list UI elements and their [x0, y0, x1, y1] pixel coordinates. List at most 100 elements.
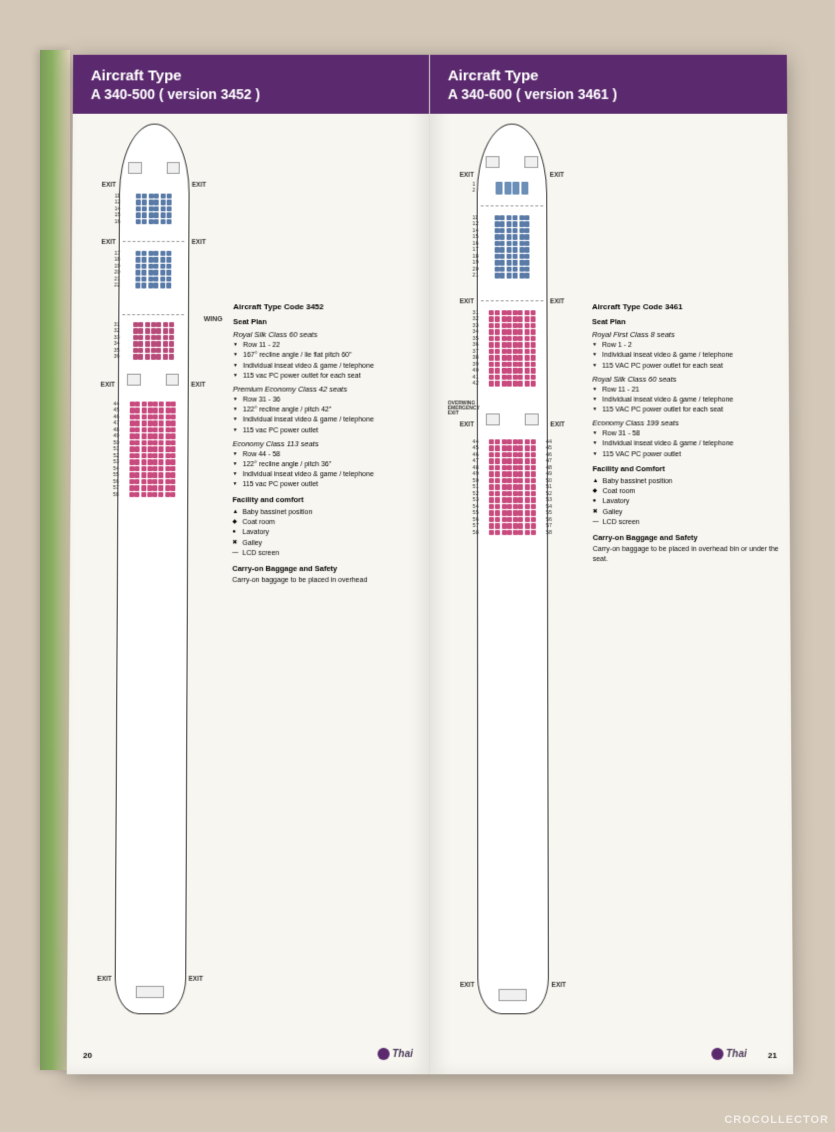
class-item: Individual inseat video & game / telepho… — [592, 395, 781, 405]
class-item: Individual inseat video & game / telepho… — [592, 440, 781, 450]
legend-bassinet: Baby bassinet position — [232, 508, 421, 518]
page-number: 21 — [768, 1051, 777, 1060]
divider — [481, 300, 543, 301]
divider — [122, 314, 184, 315]
class-item: Row 31 - 36 — [233, 395, 421, 405]
class-item: 167° recline angle / lie flat pitch 60" — [233, 351, 421, 361]
book-spread: Aircraft Type A 340-500 ( version 3452 )… — [67, 55, 793, 1074]
class-item: Individual inseat video & game / telepho… — [233, 416, 421, 426]
class-item: Individual inseat video & game / telepho… — [233, 362, 421, 372]
watermark: CROCOLLECTOR — [724, 1114, 829, 1126]
header-model: A 340-600 ( version 3461 ) — [448, 86, 769, 102]
aircraft-diagram-left: EXIT EXIT document.write(Array(5).fill(0… — [75, 123, 228, 1033]
thai-logo: Thai — [378, 1048, 413, 1060]
class-item: 122° recline angle / pitch 42" — [233, 406, 421, 416]
exit-label: EXIT — [551, 982, 566, 989]
galley-icon — [525, 413, 539, 425]
seat-block-first: document.write(Array(2).fill(0).map((_,i… — [484, 181, 539, 193]
class-name: Royal Silk Class 60 seats — [233, 330, 421, 340]
seat-plan-label: Seat Plan — [233, 317, 421, 327]
seat-block-silk: document.write(Array(10).fill(0).map((_,… — [484, 215, 539, 279]
class-item: 115 VAC PC power outlet — [592, 450, 781, 460]
overwing-label: OVERWING EMERGENCY EXIT — [448, 401, 476, 416]
seat-block-econ-lower: document.write(Array(15).fill(0).map((_,… — [484, 439, 540, 536]
legend-coat: Coat room — [232, 518, 421, 528]
exit-label: EXIT — [101, 239, 115, 246]
class-item: 115 vac PC power outlet for each seat — [233, 372, 421, 382]
page-number: 20 — [83, 1051, 92, 1060]
class-item: 115 VAC PC power outlet for each seat — [592, 406, 781, 416]
galley-icon — [499, 989, 527, 1001]
carry-text: Carry-on baggage to be placed in overhea… — [232, 576, 421, 586]
class-name: Royal Silk Class 60 seats — [592, 374, 781, 384]
info-column-left: Aircraft Type Code 3452 Seat Plan Royal … — [231, 123, 421, 1033]
class-name: Premium Economy Class 42 seats — [233, 385, 421, 395]
seat-plan-label: Seat Plan — [592, 317, 781, 327]
header-title: Aircraft Type — [448, 67, 769, 86]
galley-icon — [166, 162, 180, 174]
legend-lavatory: Lavatory — [232, 528, 421, 538]
legend-bassinet: Baby bassinet position — [592, 477, 781, 487]
seat-block-silk-upper: document.write(Array(5).fill(0).map((_,i… — [126, 193, 181, 225]
class-item: Row 11 - 21 — [592, 385, 781, 395]
wing-label: WING — [204, 316, 223, 323]
class-item: Row 11 - 22 — [233, 341, 421, 351]
facility-label: Facility and comfort — [232, 495, 421, 505]
exit-label: EXIT — [191, 381, 205, 388]
exit-label: EXIT — [102, 181, 116, 188]
divider — [481, 205, 543, 206]
carry-label: Carry-on Baggage and Safety — [232, 564, 421, 574]
class-item: Row 31 - 58 — [592, 429, 781, 439]
book-edge — [40, 50, 70, 1070]
galley-icon — [128, 162, 142, 174]
aircraft-diagram-right: EXIT EXIT document.write(Array(2).fill(0… — [438, 123, 588, 1033]
legend-coat: Coat room — [593, 487, 782, 497]
page-right: Aircraft Type A 340-600 ( version 3461 )… — [430, 55, 793, 1074]
legend-lavatory: Lavatory — [593, 498, 782, 508]
class-item: 115 vac PC power outlet — [233, 481, 422, 491]
exit-label: EXIT — [192, 181, 206, 188]
brand-text: Thai — [392, 1048, 413, 1059]
class-item: 122° recline angle / pitch 36" — [233, 460, 421, 470]
legend-galley: Galley — [232, 539, 421, 549]
exit-label: EXIT — [192, 239, 206, 246]
galley-icon — [165, 373, 179, 385]
header-bar-right: Aircraft Type A 340-600 ( version 3461 ) — [430, 55, 787, 113]
seat-block-silk-lower: document.write(Array(6).fill(0).map((_,i… — [126, 250, 181, 288]
seat-block-premium: document.write(Array(6).fill(0).map((_,i… — [126, 322, 181, 360]
carry-text: Carry-on baggage to be placed in overhea… — [593, 545, 782, 565]
class-name: Economy Class 199 seats — [592, 418, 781, 428]
exit-label: EXIT — [188, 976, 203, 983]
exit-label: EXIT — [97, 976, 112, 983]
type-code: Aircraft Type Code 3461 — [592, 301, 780, 312]
legend-galley: Galley — [593, 508, 782, 518]
fuselage: EXIT EXIT document.write(Array(5).fill(0… — [114, 123, 189, 1014]
class-name: Royal First Class 8 seats — [592, 330, 781, 340]
seat-block-econ-upper: document.write(Array(12).fill(0).map((_,… — [484, 310, 539, 387]
exit-label: EXIT — [460, 298, 474, 305]
class-item: 115 vac PC power outlet — [233, 426, 421, 436]
brand-text: Thai — [726, 1048, 747, 1059]
galley-icon — [127, 373, 141, 385]
legend-lcd: LCD screen — [232, 549, 421, 559]
galley-icon — [136, 986, 164, 998]
page-left: Aircraft Type A 340-500 ( version 3452 )… — [67, 55, 430, 1074]
class-item: Row 1 - 2 — [592, 341, 781, 351]
exit-label: EXIT — [550, 298, 564, 305]
facility-label: Facility and Comfort — [592, 465, 781, 475]
page-body-right: EXIT EXIT document.write(Array(2).fill(0… — [430, 113, 793, 1043]
header-title: Aircraft Type — [91, 67, 411, 86]
galley-icon — [486, 413, 500, 425]
fuselage: EXIT EXIT document.write(Array(2).fill(0… — [476, 123, 549, 1014]
exit-label: EXIT — [550, 171, 564, 178]
class-item: 115 VAC PC power outlet for each seat — [592, 362, 781, 372]
exit-label: EXIT — [101, 381, 115, 388]
exit-label: EXIT — [460, 421, 474, 428]
galley-icon — [524, 156, 538, 168]
type-code: Aircraft Type Code 3452 — [233, 301, 421, 312]
galley-icon — [486, 156, 500, 168]
page-body-left: EXIT EXIT document.write(Array(5).fill(0… — [67, 113, 429, 1043]
class-name: Economy Class 113 seats — [233, 439, 421, 449]
divider — [123, 240, 185, 241]
thai-logo: Thai — [712, 1048, 747, 1060]
